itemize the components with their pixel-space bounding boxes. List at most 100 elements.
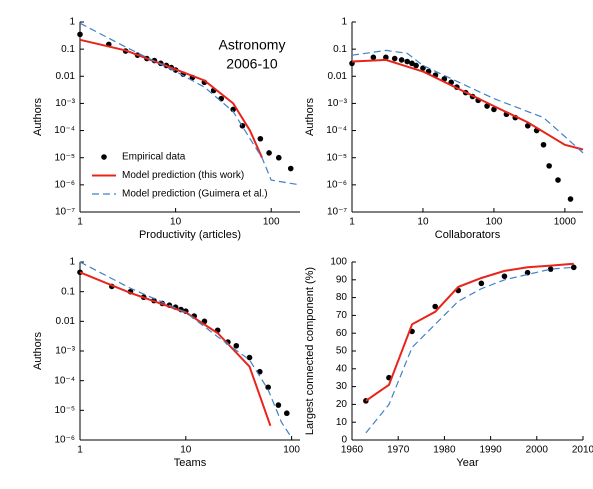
series-line [365, 262, 574, 402]
y-tick-label: 0.1 [61, 44, 75, 55]
data-point [265, 384, 271, 391]
y-tick-label: 0.01 [328, 71, 348, 82]
x-tick-label: 1 [77, 217, 83, 228]
y-tick-label: 0.1 [61, 286, 75, 297]
data-point [246, 354, 253, 361]
x-axis-label: Teams [174, 457, 207, 469]
data-point [283, 410, 290, 417]
x-tick-label: 1970 [387, 445, 410, 456]
data-point [491, 106, 497, 113]
y-tick-label: 80 [336, 292, 348, 303]
x-tick-label: 2010 [572, 445, 593, 456]
x-tick-label: 10 [180, 445, 192, 456]
y-tick-label: 10⁻³ [55, 346, 75, 357]
y-tick-label: 10⁻⁶ [54, 179, 75, 190]
y-tick-label: 10⁻⁴ [326, 125, 347, 136]
data-point [287, 165, 294, 172]
data-point [567, 196, 574, 202]
series-line [79, 261, 293, 439]
y-tick-label: 50 [336, 346, 348, 357]
data-point [233, 342, 240, 349]
y-tick-label: 10⁻⁶ [326, 179, 347, 190]
y-tick-label: 10⁻⁵ [54, 152, 75, 163]
annotation: 2006-10 [226, 56, 278, 72]
y-tick-label: 100 [330, 257, 347, 268]
x-tick-label: 100 [283, 445, 300, 456]
y-tick-label: 0 [341, 435, 347, 446]
series-line [351, 49, 584, 154]
y-tick-label: 0.1 [333, 44, 347, 55]
y-tick-label: 90 [336, 274, 348, 285]
y-tick-label: 10⁻⁶ [54, 435, 75, 446]
y-tick-label: 1 [69, 17, 75, 28]
data-point [555, 177, 561, 183]
y-axis-label: Largest connected component (%) [304, 267, 316, 435]
y-tick-label: 10⁻³ [55, 98, 75, 109]
x-tick-label: 1960 [341, 445, 364, 456]
series-line [351, 58, 584, 151]
x-tick-label: 1980 [433, 445, 456, 456]
series-line [79, 38, 263, 159]
y-tick-label: 10 [336, 417, 348, 428]
x-axis-label: Year [456, 457, 479, 469]
series-line [79, 271, 272, 427]
x-tick-label: 2000 [526, 445, 549, 456]
data-point [77, 31, 83, 38]
y-axis-label: Authors [304, 98, 316, 136]
x-tick-label: 100 [263, 217, 280, 228]
x-tick-label: 100 [486, 217, 503, 228]
y-tick-label: 20 [336, 399, 348, 410]
y-tick-label: 10⁻⁷ [55, 207, 75, 218]
data-point [398, 57, 405, 63]
y-tick-label: 1 [69, 257, 75, 268]
data-point [370, 54, 377, 61]
data-point [546, 163, 552, 169]
data-point [404, 58, 411, 65]
y-tick-label: 10⁻⁷ [327, 207, 347, 218]
data-point [501, 273, 508, 280]
data-point [275, 402, 282, 408]
x-tick-label: 10 [170, 217, 182, 228]
y-tick-label: 0.01 [56, 71, 76, 82]
y-tick-label: 1 [341, 17, 347, 28]
data-point [570, 264, 577, 271]
y-axis-label: Authors [32, 332, 44, 370]
y-tick-label: 70 [336, 310, 348, 321]
legend-label: Empirical data [122, 152, 186, 163]
y-tick-label: 0.01 [56, 316, 76, 327]
x-axis-label: Collaborators [435, 229, 501, 241]
y-tick-label: 40 [336, 363, 348, 374]
series-line [79, 22, 301, 186]
data-point [524, 269, 531, 276]
data-point [478, 280, 485, 287]
data-point [484, 103, 490, 109]
x-tick-label: 1 [77, 445, 83, 456]
x-tick-label: 1 [349, 217, 355, 228]
x-axis-label: Productivity (articles) [139, 229, 241, 241]
data-point [257, 135, 264, 142]
y-tick-label: 10⁻⁴ [54, 125, 75, 136]
legend-label: Model prediction (this work) [122, 170, 244, 181]
series-line [365, 266, 574, 434]
data-point [391, 55, 398, 62]
x-tick-label: 1000 [554, 217, 577, 228]
y-tick-label: 10⁻⁵ [54, 405, 75, 416]
y-tick-label: 10⁻⁵ [326, 152, 347, 163]
data-point [540, 141, 547, 148]
legend-marker [101, 154, 107, 160]
y-tick-label: 10⁻⁴ [54, 375, 75, 386]
data-point [432, 303, 438, 310]
data-point [413, 62, 419, 69]
data-point [266, 150, 272, 156]
x-tick-label: 10 [417, 217, 429, 228]
data-point [383, 54, 389, 61]
data-point [547, 266, 554, 272]
x-tick-label: 1990 [479, 445, 502, 456]
legend-label: Model prediction (Guimera et al.) [122, 189, 268, 200]
y-tick-label: 60 [336, 328, 348, 339]
y-tick-label: 10⁻³ [327, 98, 347, 109]
y-tick-label: 30 [336, 381, 348, 392]
data-point [275, 154, 282, 161]
data-point [409, 60, 415, 67]
